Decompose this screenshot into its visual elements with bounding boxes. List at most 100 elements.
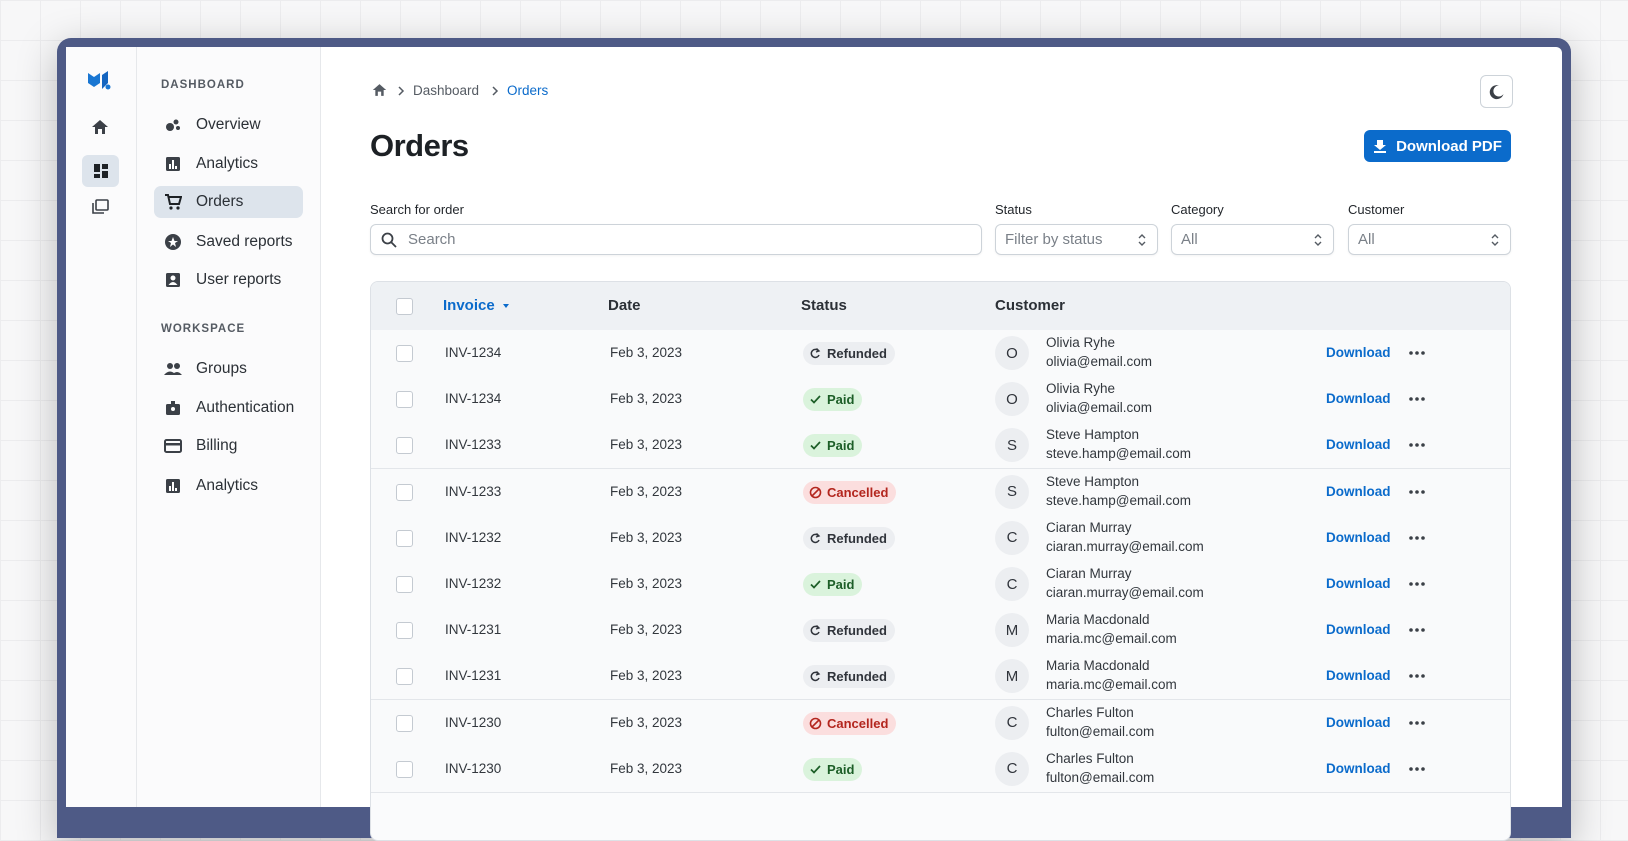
download-link[interactable]: Download [1326, 622, 1391, 638]
download-link[interactable]: Download [1326, 345, 1391, 360]
more-button[interactable] [1408, 762, 1426, 781]
download-pdf-button[interactable]: Download PDF [1364, 130, 1511, 162]
invoice: INV-1234 [445, 391, 502, 407]
avatar: O [995, 336, 1029, 370]
download-link[interactable]: Download [1326, 483, 1391, 499]
home-button[interactable] [91, 119, 109, 140]
more-button[interactable] [1408, 392, 1426, 411]
status-chip: Cancelled [803, 480, 897, 504]
status-label: Cancelled [827, 715, 889, 731]
date: Feb 3, 2023 [610, 391, 683, 407]
row-checkbox[interactable] [396, 483, 413, 501]
more-button[interactable] [1408, 485, 1426, 504]
customer-email: fulton@email.com [1046, 769, 1155, 785]
status-label: Refunded [827, 669, 887, 685]
nav-item[interactable]: Orders [154, 186, 303, 218]
nav-item[interactable]: User reports [154, 264, 303, 296]
row-checkbox[interactable] [396, 622, 413, 640]
sidebar [137, 47, 321, 807]
row-checkbox[interactable] [396, 576, 413, 593]
customer-name: Ciaran Murray [1046, 519, 1132, 535]
dashboard-button[interactable] [82, 155, 119, 187]
row-checkbox[interactable] [396, 345, 413, 362]
nav-item[interactable]: Authentication [154, 392, 303, 424]
search-input[interactable]: Search [370, 224, 982, 255]
crumb[interactable]: Dashboard [413, 83, 480, 98]
avatar: O [995, 382, 1029, 417]
select-chevron [1314, 233, 1322, 246]
status-chip: Cancelled [803, 711, 897, 735]
row-checkbox[interactable] [396, 391, 413, 409]
date: Feb 3, 2023 [610, 760, 683, 776]
customer-email: steve.hamp@email.com [1046, 446, 1192, 462]
avatar: C [995, 705, 1029, 740]
more-button[interactable] [1408, 623, 1426, 642]
more-button[interactable] [1408, 577, 1426, 596]
table-row: INV-1230 Feb 3, 2023 Cancelled C Charles Ful… [371, 699, 1510, 747]
row-checkbox[interactable] [396, 529, 413, 547]
date: Feb 3, 2023 [610, 668, 683, 684]
more-icon [1409, 720, 1425, 725]
more-button[interactable] [1408, 531, 1426, 550]
download-link[interactable]: Download [1326, 668, 1391, 684]
more-icon [1409, 351, 1425, 355]
status-chip: Paid [803, 573, 863, 596]
status-label: Paid [827, 761, 855, 777]
download-link[interactable]: Download [1326, 529, 1391, 545]
customer-name: Olivia Ryhe [1046, 335, 1116, 350]
nav-label: Billing [196, 437, 238, 454]
customer-name: Steve Hampton [1046, 473, 1140, 489]
select-all-checkbox[interactable] [396, 298, 413, 315]
status-icon [809, 486, 822, 498]
nav-item[interactable]: Groups [154, 353, 303, 385]
invoice: INV-1232 [445, 576, 502, 591]
status-chip: Paid [803, 434, 863, 458]
home-crumb[interactable] [372, 83, 387, 102]
nav-item[interactable]: Billing [154, 430, 303, 462]
row-checkbox[interactable] [396, 668, 413, 686]
row-checkbox[interactable] [396, 714, 413, 732]
table-row: INV-1230 Feb 3, 2023 Paid C Charles Fulton fu… [371, 745, 1510, 793]
download-link[interactable]: Download [1326, 391, 1391, 407]
status-chip: Paid [803, 388, 863, 412]
more-button[interactable] [1408, 669, 1426, 688]
status-chip: Paid [803, 757, 863, 781]
column-header: Customer [995, 297, 1065, 314]
nav-item[interactable]: Overview [154, 109, 303, 141]
theme-toggle[interactable] [1480, 75, 1513, 108]
download-link[interactable]: Download [1326, 760, 1391, 776]
search-label: Search for order [370, 202, 464, 217]
nav-item[interactable]: Saved reports [154, 226, 303, 258]
select-input[interactable]: All [1171, 224, 1334, 255]
column-label: Invoice [443, 297, 495, 314]
crumb-separator [492, 85, 499, 96]
nav-item[interactable]: Analytics [154, 148, 303, 180]
status-chip: Refunded [803, 526, 895, 550]
select-input[interactable]: All [1348, 224, 1511, 255]
avatar: M [995, 613, 1029, 648]
orders-table: Invoice Date Status Customer INV-1234 Feb 3,… [370, 281, 1511, 841]
select-input[interactable]: Filter by status [995, 224, 1158, 255]
nav-icon [165, 234, 181, 250]
row-checkbox[interactable] [396, 760, 413, 778]
invoice: INV-1231 [445, 622, 502, 638]
status-icon [809, 717, 822, 729]
library-button[interactable] [91, 199, 109, 220]
more-button[interactable] [1408, 716, 1426, 735]
invoice: INV-1233 [445, 437, 502, 453]
download-link[interactable]: Download [1326, 576, 1391, 591]
row-checkbox[interactable] [396, 437, 413, 455]
download-link[interactable]: Download [1326, 437, 1391, 453]
more-icon [1409, 674, 1425, 679]
customer-email: maria.mc@email.com [1046, 631, 1177, 647]
download-link[interactable]: Download [1326, 714, 1391, 730]
more-button[interactable] [1408, 438, 1426, 457]
avatar: M [995, 659, 1029, 694]
nav-item[interactable]: Analytics [154, 470, 303, 502]
more-icon [1409, 489, 1425, 494]
status-icon [810, 532, 821, 543]
column-header[interactable]: Invoice [443, 297, 511, 314]
more-button[interactable] [1408, 346, 1426, 365]
invoice: INV-1230 [445, 760, 502, 776]
